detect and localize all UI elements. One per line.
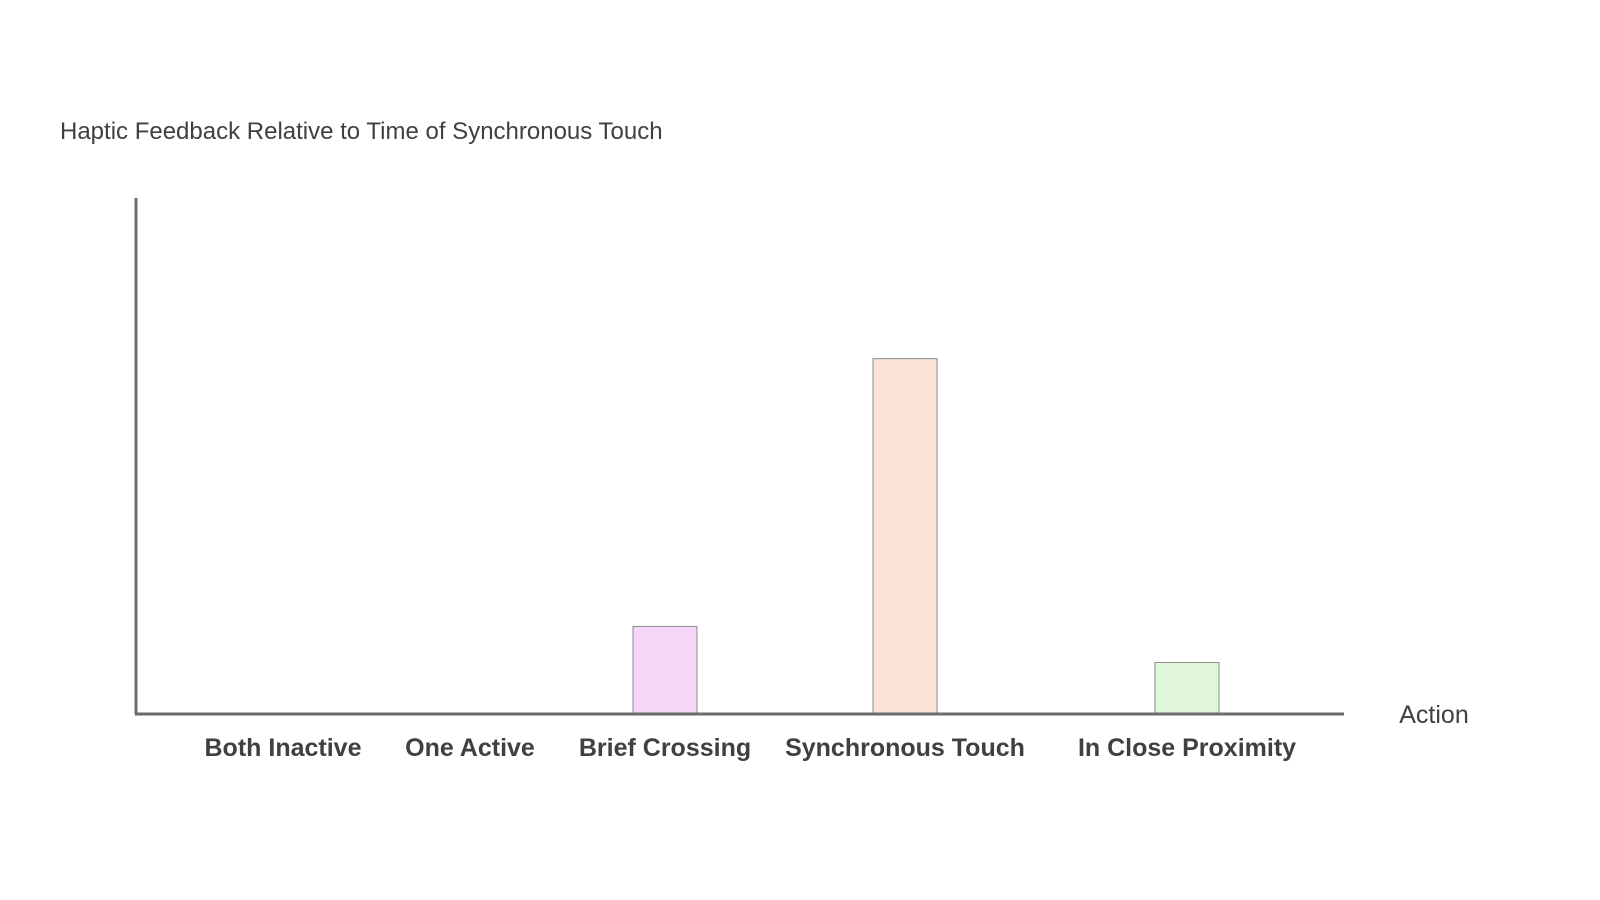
category-label: Synchronous Touch: [785, 734, 1025, 762]
bar-brief-crossing: [632, 625, 698, 715]
category-label: One Active: [405, 734, 535, 762]
category-label: Brief Crossing: [579, 734, 751, 762]
category-label: Both Inactive: [205, 734, 362, 762]
category-labels: Both Inactive One Active Brief Crossing Syn…: [205, 734, 1297, 762]
bar-synchronous-touch: [872, 358, 938, 715]
bars-group: [632, 358, 1220, 715]
category-label: In Close Proximity: [1078, 734, 1296, 762]
bar-in-close-proximity: [1154, 662, 1220, 715]
x-axis-title: Action: [1399, 701, 1468, 729]
chart-title: Haptic Feedback Relative to Time of Sync…: [60, 118, 663, 145]
